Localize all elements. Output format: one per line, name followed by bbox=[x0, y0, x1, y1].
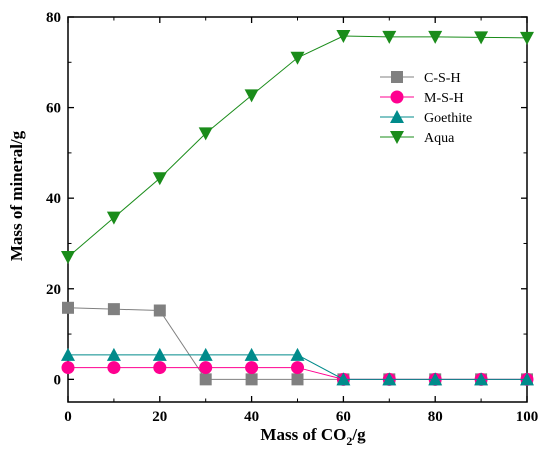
legend: C-S-H M-S-H Goethite Aqua bbox=[380, 71, 472, 146]
data-point bbox=[199, 361, 213, 375]
legend-label: Aqua bbox=[424, 131, 455, 146]
data-point bbox=[153, 304, 166, 317]
series-goethite bbox=[61, 347, 534, 386]
data-point bbox=[153, 361, 167, 375]
legend-marker bbox=[391, 71, 403, 83]
x-tick-label: 100 bbox=[516, 409, 539, 425]
data-point bbox=[106, 211, 121, 225]
data-point bbox=[152, 347, 167, 361]
data-point bbox=[428, 372, 443, 386]
series-layer bbox=[61, 30, 534, 386]
legend-item-aqua: Aqua bbox=[380, 131, 455, 146]
data-point bbox=[62, 301, 74, 314]
legend-marker bbox=[390, 90, 404, 104]
x-axis-title-subscript: 2 bbox=[346, 434, 352, 448]
data-point bbox=[106, 347, 121, 361]
series-aqua bbox=[61, 30, 534, 265]
data-point bbox=[245, 361, 259, 375]
data-point bbox=[244, 89, 259, 103]
series-line bbox=[67, 35, 528, 258]
y-tick-label: 80 bbox=[46, 10, 61, 26]
legend-label: C-S-H bbox=[424, 71, 461, 86]
x-tick-label: 0 bbox=[64, 409, 72, 425]
data-point bbox=[336, 372, 351, 386]
x-tick-label: 60 bbox=[336, 409, 351, 425]
data-point bbox=[382, 372, 397, 386]
data-point bbox=[152, 172, 167, 186]
x-tick-label: 40 bbox=[244, 409, 259, 425]
y-tick-label: 0 bbox=[54, 372, 62, 388]
data-point bbox=[291, 361, 304, 375]
data-point bbox=[290, 347, 305, 361]
legend-marker bbox=[390, 131, 404, 144]
data-point bbox=[198, 127, 213, 141]
data-point bbox=[199, 373, 212, 386]
data-point bbox=[474, 31, 489, 45]
y-tick-label: 20 bbox=[46, 282, 61, 298]
data-point bbox=[291, 373, 304, 386]
legend-item-c-s-h: C-S-H bbox=[380, 71, 461, 86]
data-point bbox=[245, 373, 258, 386]
data-point bbox=[428, 30, 443, 44]
data-point bbox=[520, 372, 534, 386]
x-axis-title-main: Mass of CO bbox=[260, 425, 346, 444]
x-tick-label: 80 bbox=[428, 409, 443, 425]
data-point bbox=[61, 251, 75, 265]
x-axis-title: Mass of CO2/g bbox=[260, 425, 366, 448]
data-point bbox=[107, 303, 120, 316]
y-tick-label: 40 bbox=[46, 191, 61, 207]
legend-item-m-s-h: M-S-H bbox=[380, 90, 464, 106]
data-point bbox=[474, 372, 489, 386]
y-tick-label: 60 bbox=[46, 101, 61, 117]
data-point bbox=[290, 51, 305, 65]
legend-marker bbox=[390, 110, 404, 123]
x-tick-label: 20 bbox=[152, 409, 167, 425]
data-point bbox=[520, 31, 534, 45]
legend-item-goethite: Goethite bbox=[380, 110, 472, 126]
data-point bbox=[382, 30, 397, 44]
data-point bbox=[198, 347, 213, 361]
data-point bbox=[61, 361, 75, 375]
x-axis-title-suffix: /g bbox=[351, 425, 366, 444]
data-point bbox=[244, 347, 259, 361]
legend-label: M-S-H bbox=[424, 91, 464, 106]
data-point bbox=[336, 30, 351, 44]
y-axis-title: Mass of mineral/g bbox=[7, 130, 26, 261]
data-point bbox=[61, 347, 75, 361]
plot-axes: 0 20 40 60 80 100 0 20 40 60 80 bbox=[46, 10, 538, 425]
data-point bbox=[107, 361, 121, 375]
legend-label: Goethite bbox=[424, 111, 472, 126]
